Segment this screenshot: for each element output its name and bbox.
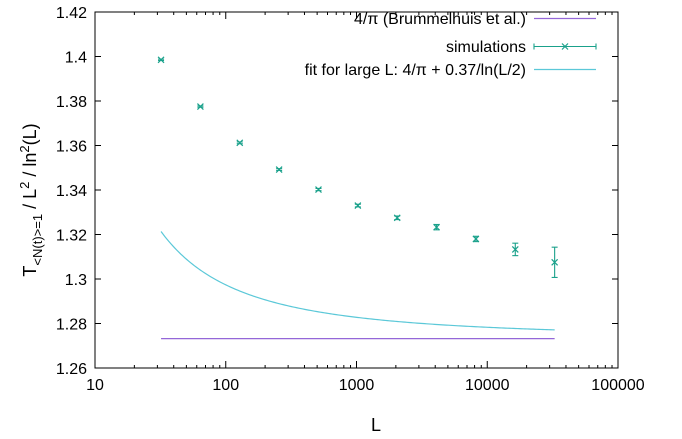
x-axis-label: L: [371, 415, 381, 435]
marker-stroke: [551, 258, 559, 266]
marker-stroke: [196, 103, 204, 110]
data-point: [472, 235, 480, 243]
point-marker: [196, 103, 204, 110]
point-marker: [393, 214, 401, 222]
marker-stroke: [157, 56, 165, 64]
data-point: [315, 186, 322, 193]
marker-stroke: [511, 245, 519, 253]
marker-stroke: [433, 223, 440, 231]
legend-sample-simulations: [533, 43, 597, 50]
x-tick-label: 100: [212, 377, 239, 394]
legend: 4/π (Brummelhuis et al.) simulations fit…: [305, 11, 597, 79]
point-marker: [551, 258, 559, 266]
marker-stroke: [354, 202, 362, 209]
marker-stroke: [315, 186, 322, 193]
data-point: [275, 166, 283, 173]
x-tick-label: 10000: [465, 377, 510, 394]
x-tick-label: 1000: [339, 377, 375, 394]
y-tick-label: 1.42: [56, 5, 87, 22]
data-point: [236, 139, 244, 147]
x-tick-label: 10: [86, 377, 104, 394]
point-marker: [472, 235, 480, 243]
marker-stroke: [472, 235, 480, 243]
point-marker: [354, 202, 362, 209]
legend-sim-marker: [561, 43, 569, 50]
x-axis: 10 100 1000 10000 100000: [86, 12, 645, 394]
marker-stroke: [275, 166, 283, 173]
data-point: [511, 242, 519, 257]
legend-label-simulations: simulations: [446, 39, 526, 56]
x-tick-label: 100000: [591, 377, 644, 394]
legend-label-brummelhuis: 4/π (Brummelhuis et al.): [354, 11, 526, 28]
point-marker: [433, 223, 440, 231]
data-point: [196, 103, 204, 110]
marker-stroke: [393, 214, 401, 222]
data-point: [354, 202, 362, 209]
y-tick-label: 1.28: [56, 317, 87, 334]
marker-stroke: [561, 43, 569, 50]
series-fit-curve: [160, 231, 555, 331]
marker-stroke: [236, 139, 244, 147]
point-marker: [315, 186, 322, 193]
y-tick-label: 1.3: [65, 272, 87, 289]
legend-label-fit: fit for large L: 4/π + 0.37/ln(L/2): [305, 62, 526, 79]
y-axis-label: T<N(t)>=1 / L2 / ln2(L): [17, 123, 45, 276]
y-tick-label: 1.34: [56, 183, 87, 200]
data-point: [157, 56, 165, 64]
y-tick-label: 1.32: [56, 228, 87, 245]
y-tick-label: 1.36: [56, 139, 87, 156]
point-marker: [157, 56, 165, 64]
y-tick-label: 1.26: [56, 361, 87, 378]
point-marker: [236, 139, 244, 147]
data-point: [393, 214, 401, 222]
y-axis: 1.26 1.28 1.3 1.32 1.34 1.36 1.38 1.4 1.42: [56, 5, 618, 378]
point-marker: [275, 166, 283, 173]
data-point: [433, 223, 440, 231]
data-point: [551, 246, 559, 278]
y-tick-label: 1.4: [65, 50, 87, 67]
y-tick-label: 1.38: [56, 94, 87, 111]
point-marker: [511, 245, 519, 253]
